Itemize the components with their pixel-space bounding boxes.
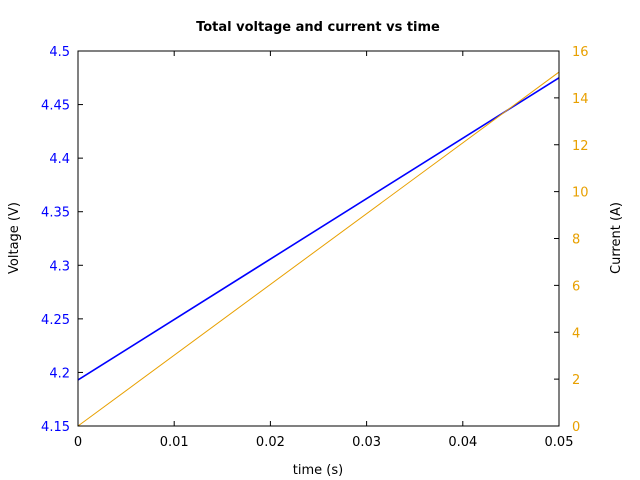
y-right-axis-ticks: 0 2 4 6 8 10 12 14 16 bbox=[554, 45, 589, 435]
y-left-tick-label: 4.15 bbox=[41, 420, 70, 435]
chart-title: Total voltage and current vs time bbox=[196, 20, 440, 35]
y-left-tick-label: 4.45 bbox=[41, 99, 70, 114]
x-axis-label: time (s) bbox=[293, 463, 343, 478]
y-left-tick-label: 4.5 bbox=[49, 45, 70, 60]
y-right-tick-label: 2 bbox=[572, 373, 580, 388]
y-left-tick-label: 4.3 bbox=[49, 259, 70, 274]
x-tick-label: 0.05 bbox=[545, 435, 574, 450]
y-left-axis-label: Voltage (V) bbox=[7, 202, 22, 274]
y-right-tick-label: 8 bbox=[572, 233, 580, 248]
y-right-tick-label: 0 bbox=[572, 420, 580, 435]
series-line-left-axis bbox=[77, 77, 560, 381]
y-left-tick-label: 4.35 bbox=[41, 206, 70, 221]
y-right-tick-label: 16 bbox=[572, 45, 589, 60]
y-right-tick-label: 14 bbox=[572, 92, 589, 107]
series-layer bbox=[77, 71, 560, 427]
x-tick-label: 0.03 bbox=[352, 435, 381, 450]
y-left-axis-ticks: 4.15 4.2 4.25 4.3 4.35 4.4 4.45 4.5 bbox=[41, 45, 83, 435]
y-left-tick-label: 4.2 bbox=[49, 366, 70, 381]
y-right-tick-label: 12 bbox=[572, 139, 589, 154]
y-right-tick-label: 6 bbox=[572, 279, 580, 294]
y-left-tick-label: 4.25 bbox=[41, 313, 70, 328]
x-tick-label: 0.04 bbox=[448, 435, 477, 450]
y-right-axis-label: Current (A) bbox=[609, 202, 624, 274]
x-tick-label: 0 bbox=[74, 435, 82, 450]
x-tick-label: 0.02 bbox=[256, 435, 285, 450]
series-line-right-axis bbox=[77, 71, 560, 427]
y-right-tick-label: 4 bbox=[572, 326, 580, 341]
plot-frame bbox=[77, 50, 560, 427]
y-left-tick-label: 4.4 bbox=[49, 152, 70, 167]
x-tick-label: 0.01 bbox=[160, 435, 189, 450]
y-right-tick-label: 10 bbox=[572, 186, 589, 201]
x-axis-ticks: 0 0.01 0.02 0.03 0.04 0.05 bbox=[74, 51, 574, 450]
